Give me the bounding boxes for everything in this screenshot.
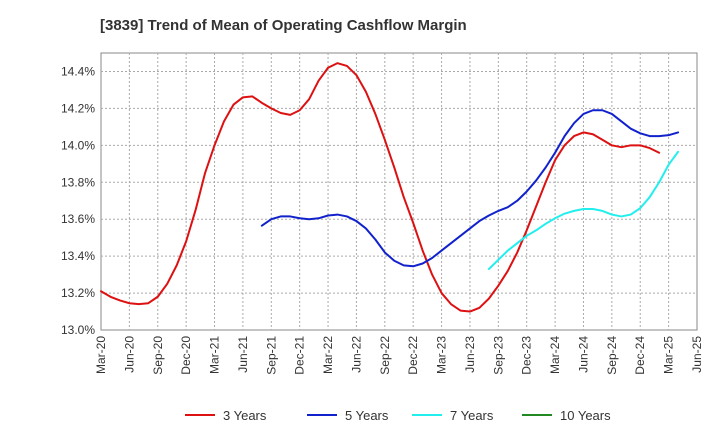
x-tick-label: Sep-20 bbox=[151, 336, 165, 375]
x-tick-label: Mar-25 bbox=[662, 336, 676, 374]
y-tick-label: 14.4% bbox=[61, 64, 95, 78]
series-line-3-years bbox=[100, 62, 661, 313]
x-tick-label: Mar-24 bbox=[548, 336, 562, 374]
x-tick-label: Sep-22 bbox=[378, 336, 392, 375]
y-tick-label: 13.6% bbox=[61, 212, 95, 226]
x-tick-label: Sep-23 bbox=[491, 336, 505, 375]
y-tick-label: 14.0% bbox=[61, 138, 95, 152]
x-tick-label: Dec-22 bbox=[406, 336, 420, 375]
x-tick-label: Dec-20 bbox=[179, 336, 193, 375]
x-tick-label: Jun-23 bbox=[463, 336, 477, 373]
x-tick-label: Dec-21 bbox=[293, 336, 307, 375]
series-lines bbox=[100, 62, 680, 313]
x-tick-label: Mar-23 bbox=[435, 336, 449, 374]
series-line-7-years bbox=[487, 150, 680, 271]
legend: 3 Years 5 Years 7 Years 10 Years bbox=[185, 408, 611, 423]
x-tick-label: Jun-25 bbox=[690, 336, 704, 373]
x-tick-label: Jun-22 bbox=[349, 336, 363, 373]
x-tick-label: Mar-22 bbox=[321, 336, 335, 374]
y-tick-label: 13.8% bbox=[61, 175, 95, 189]
x-tick-label: Sep-21 bbox=[264, 336, 278, 375]
series-line-5-years bbox=[260, 109, 680, 268]
x-tick-label: Jun-24 bbox=[576, 336, 590, 373]
x-tick-label: Dec-24 bbox=[633, 336, 647, 375]
x-tick-label: Jun-21 bbox=[236, 336, 250, 373]
y-axis: 13.0% 13.2% 13.4% 13.6% 13.8% 14.0% 14.2% 14.4% bbox=[61, 64, 95, 337]
x-tick-label: Jun-20 bbox=[122, 336, 136, 373]
x-axis: Mar-20 Jun-20 Sep-20 Dec-20 Mar-21 Jun-21 Sep-… bbox=[94, 336, 704, 375]
x-tick-label: Dec-23 bbox=[520, 336, 534, 375]
legend-label: 7 Years bbox=[450, 408, 494, 423]
y-tick-label: 13.0% bbox=[61, 323, 95, 337]
x-tick-label: Mar-21 bbox=[208, 336, 222, 374]
y-tick-label: 14.2% bbox=[61, 101, 95, 115]
legend-label: 5 Years bbox=[345, 408, 389, 423]
legend-label: 3 Years bbox=[223, 408, 267, 423]
chart-title: [3839] Trend of Mean of Operating Cashfl… bbox=[100, 17, 467, 34]
plot-area bbox=[100, 52, 698, 331]
y-tick-label: 13.2% bbox=[61, 286, 95, 300]
y-tick-label: 13.4% bbox=[61, 249, 95, 263]
x-tick-label: Sep-24 bbox=[605, 336, 619, 375]
legend-label: 10 Years bbox=[560, 408, 611, 423]
x-tick-label: Mar-20 bbox=[94, 336, 108, 374]
